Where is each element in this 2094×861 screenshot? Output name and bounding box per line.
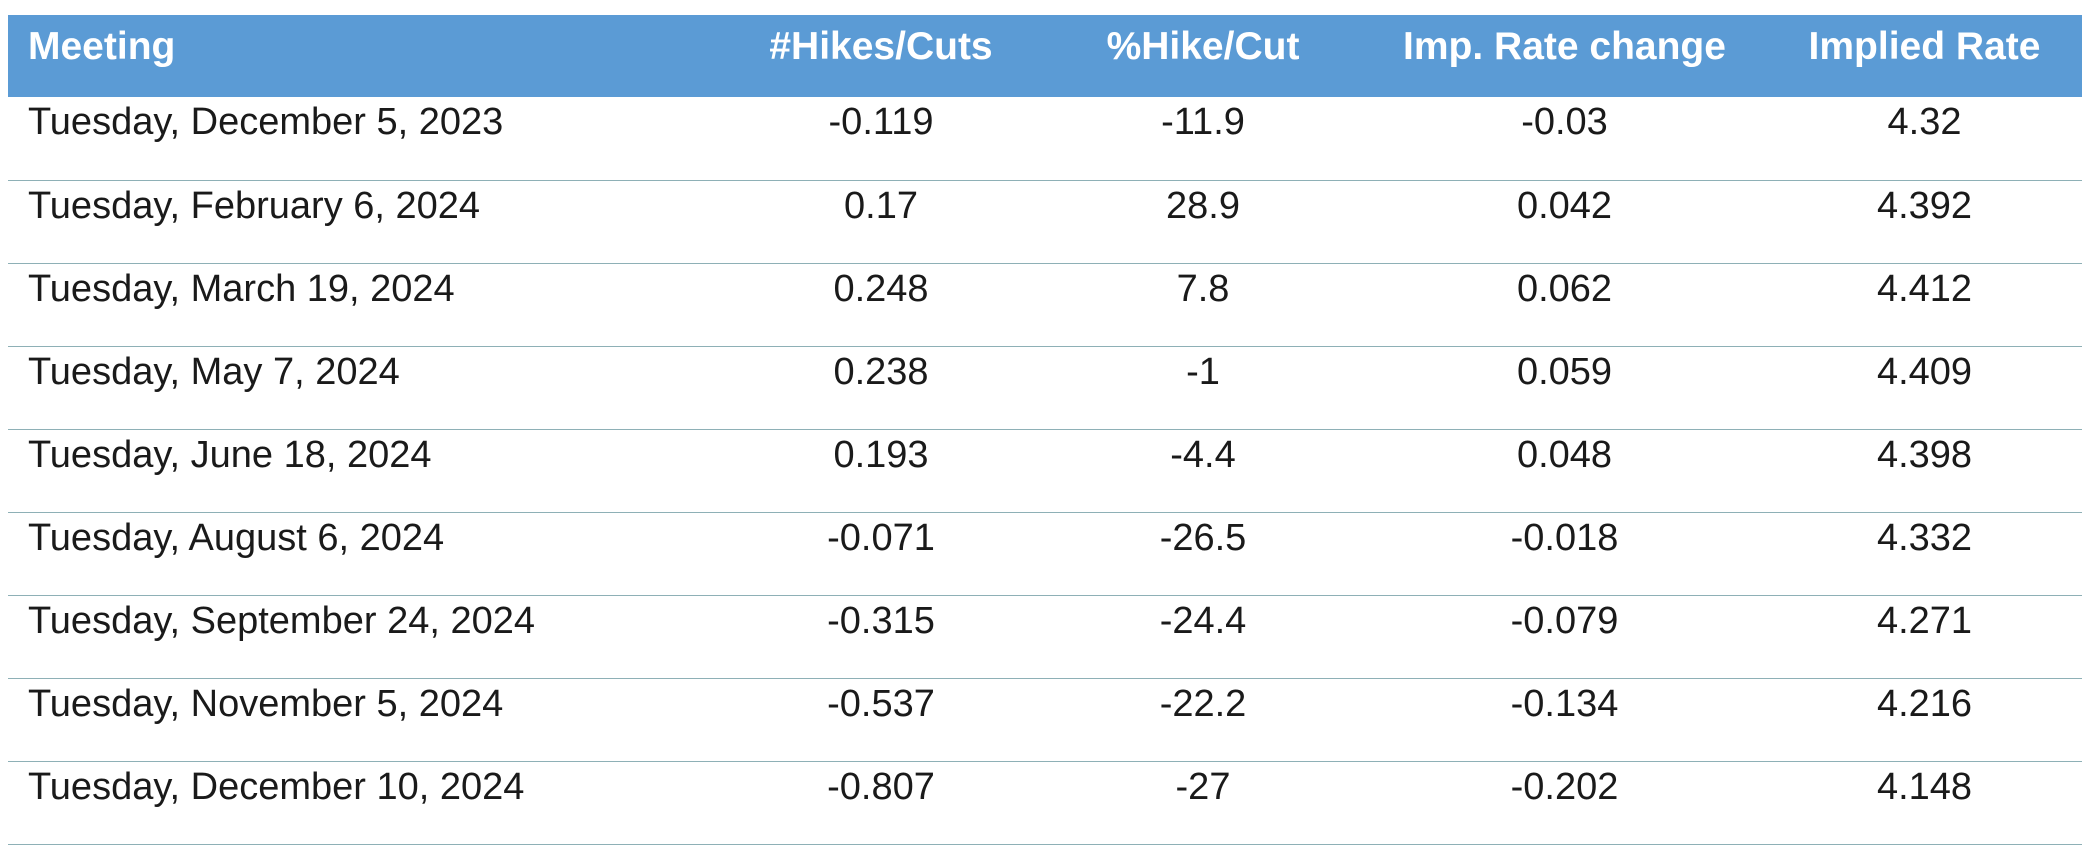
rate-probability-table: Meeting #Hikes/Cuts %Hike/Cut Imp. Rate … (8, 15, 2082, 845)
cell-imp-rate-change: 0.062 (1516, 267, 1613, 310)
cell-hikes-cuts: -0.807 (827, 765, 935, 808)
table-row: Tuesday, May 7, 2024 0.238 -1 0.059 4.40… (8, 346, 2082, 429)
cell-imp-rate-change: 0.042 (1516, 184, 1613, 227)
table-row: Tuesday, December 10, 2024 -0.807 -27 -0… (8, 761, 2082, 844)
cell-hikes-cuts: 0.193 (833, 433, 929, 476)
cell-meeting: Tuesday, December 5, 2023 (28, 101, 504, 143)
cell-pct-hike-cut: -26.5 (1159, 516, 1247, 559)
cell-hikes-cuts: 0.238 (833, 350, 929, 393)
cell-implied-rate: 4.332 (1876, 516, 1973, 559)
cell-pct-hike-cut: 7.8 (1176, 267, 1230, 310)
table-row: Tuesday, December 5, 2023 -0.119 -11.9 -… (8, 97, 2082, 180)
cell-hikes-cuts: -0.119 (828, 101, 934, 143)
header-implied-rate: Implied Rate (1808, 25, 2041, 68)
cell-pct-hike-cut: 28.9 (1166, 184, 1240, 227)
table-body: Tuesday, December 5, 2023 -0.119 -11.9 -… (8, 97, 2082, 844)
cell-pct-hike-cut: -22.2 (1159, 682, 1247, 725)
cell-pct-hike-cut: -11.9 (1161, 101, 1245, 143)
cell-implied-rate: 4.216 (1876, 682, 1973, 725)
cell-pct-hike-cut: -27 (1175, 765, 1231, 808)
cell-implied-rate: 4.148 (1876, 765, 1973, 808)
table-row: Tuesday, June 18, 2024 0.193 -4.4 0.048 … (8, 429, 2082, 512)
cell-meeting: Tuesday, December 10, 2024 (28, 765, 525, 808)
cell-imp-rate-change: -0.134 (1510, 682, 1619, 725)
cell-imp-rate-change: -0.079 (1510, 599, 1619, 642)
table-header: Meeting #Hikes/Cuts %Hike/Cut Imp. Rate … (8, 15, 2082, 97)
cell-meeting: Tuesday, September 24, 2024 (28, 599, 535, 642)
cell-imp-rate-change: -0.03 (1521, 101, 1608, 143)
cell-meeting: Tuesday, February 6, 2024 (28, 184, 481, 227)
header-row: Meeting #Hikes/Cuts %Hike/Cut Imp. Rate … (8, 15, 2082, 97)
table-row: Tuesday, August 6, 2024 -0.071 -26.5 -0.… (8, 512, 2082, 595)
cell-imp-rate-change: 0.059 (1516, 350, 1613, 393)
cell-meeting: Tuesday, March 19, 2024 (28, 267, 455, 310)
cell-implied-rate: 4.271 (1876, 599, 1973, 642)
cell-imp-rate-change: -0.202 (1510, 765, 1619, 808)
cell-hikes-cuts: 0.248 (833, 267, 929, 310)
cell-imp-rate-change: -0.018 (1510, 516, 1619, 559)
rate-probability-table-container: Meeting #Hikes/Cuts %Hike/Cut Imp. Rate … (8, 15, 2082, 845)
table-row: Tuesday, March 19, 2024 0.248 7.8 0.062 … (8, 263, 2082, 346)
cell-hikes-cuts: -0.315 (827, 599, 935, 642)
cell-meeting: Tuesday, May 7, 2024 (28, 350, 400, 393)
cell-implied-rate: 4.32 (1887, 101, 1962, 143)
table-row: Tuesday, February 6, 2024 0.17 28.9 0.04… (8, 180, 2082, 263)
cell-imp-rate-change: 0.048 (1516, 433, 1613, 476)
header-meeting: Meeting (28, 25, 176, 68)
cell-hikes-cuts: -0.071 (827, 516, 935, 559)
header-pct-hike-cut: %Hike/Cut (1106, 25, 1300, 68)
cell-implied-rate: 4.398 (1876, 433, 1973, 476)
cell-hikes-cuts: -0.537 (827, 682, 935, 725)
cell-meeting: Tuesday, November 5, 2024 (28, 682, 504, 725)
cell-pct-hike-cut: -1 (1186, 350, 1220, 393)
cell-meeting: Tuesday, June 18, 2024 (28, 433, 432, 476)
cell-implied-rate: 4.412 (1876, 267, 1973, 310)
header-imp-rate-change: Imp. Rate change (1403, 25, 1726, 68)
cell-meeting: Tuesday, August 6, 2024 (28, 516, 445, 559)
cell-hikes-cuts: 0.17 (844, 184, 918, 227)
cell-implied-rate: 4.392 (1876, 184, 1973, 227)
table-row: Tuesday, November 5, 2024 -0.537 -22.2 -… (8, 678, 2082, 761)
cell-implied-rate: 4.409 (1876, 350, 1973, 393)
cell-pct-hike-cut: -24.4 (1159, 599, 1247, 642)
cell-pct-hike-cut: -4.4 (1170, 433, 1236, 476)
table-row: Tuesday, September 24, 2024 -0.315 -24.4… (8, 595, 2082, 678)
header-hikes-cuts: #Hikes/Cuts (769, 25, 993, 68)
